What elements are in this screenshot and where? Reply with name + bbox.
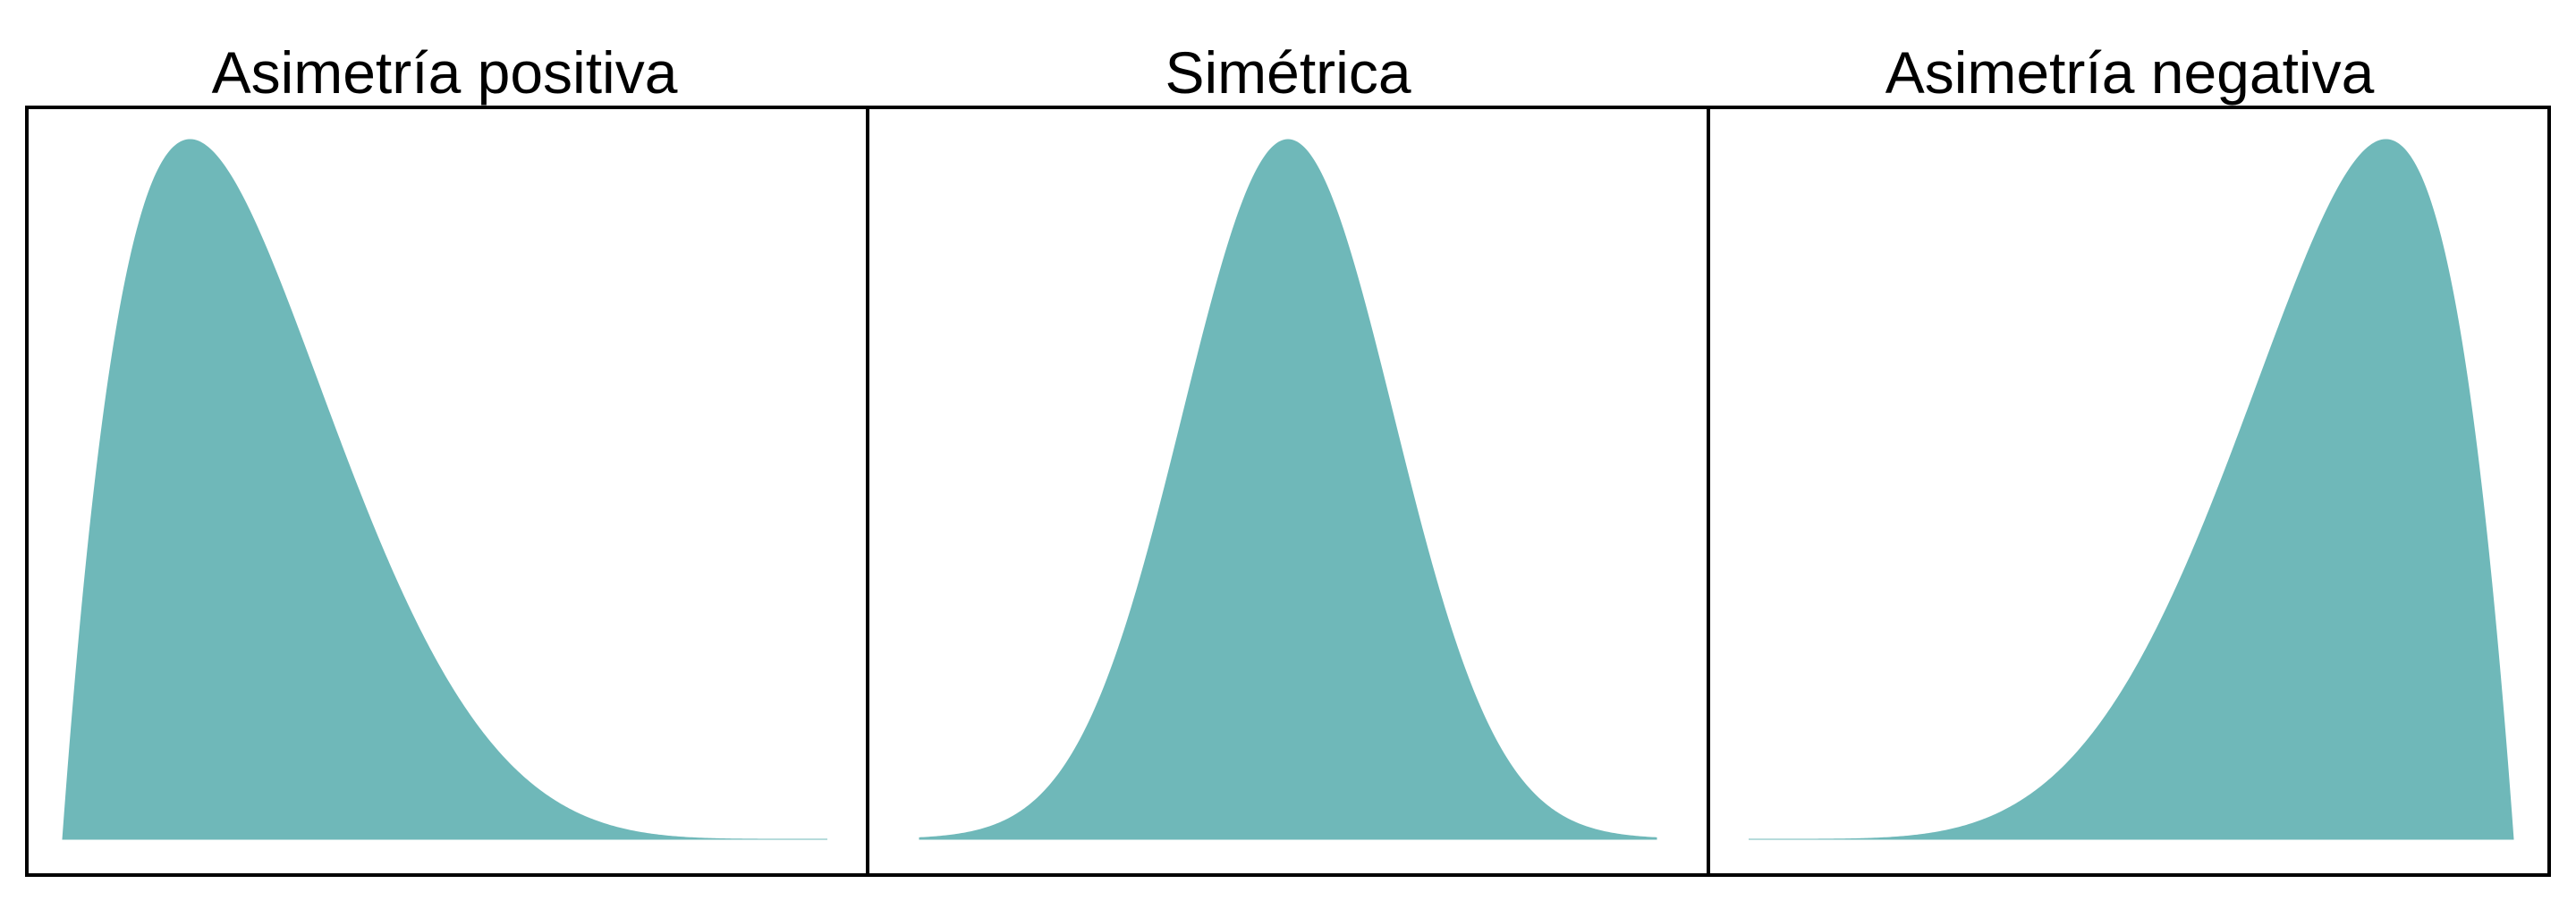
panel-title-negative-skew: Asimetría negativa xyxy=(1885,39,2375,106)
density-area-positive-skew xyxy=(62,139,827,840)
density-area-negative-skew xyxy=(1749,139,2514,840)
panel-frame-negative-skew xyxy=(1707,106,2551,877)
density-area-symmetric xyxy=(919,139,1657,840)
panel-positive-skew: Asimetría positiva xyxy=(25,39,869,877)
panel-symmetric: Simétrica xyxy=(866,39,1710,877)
panel-title-symmetric: Simétrica xyxy=(1165,39,1411,106)
panel-title-positive-skew: Asimetría positiva xyxy=(212,39,678,106)
panel-negative-skew: Asimetría negativa xyxy=(1707,39,2551,877)
